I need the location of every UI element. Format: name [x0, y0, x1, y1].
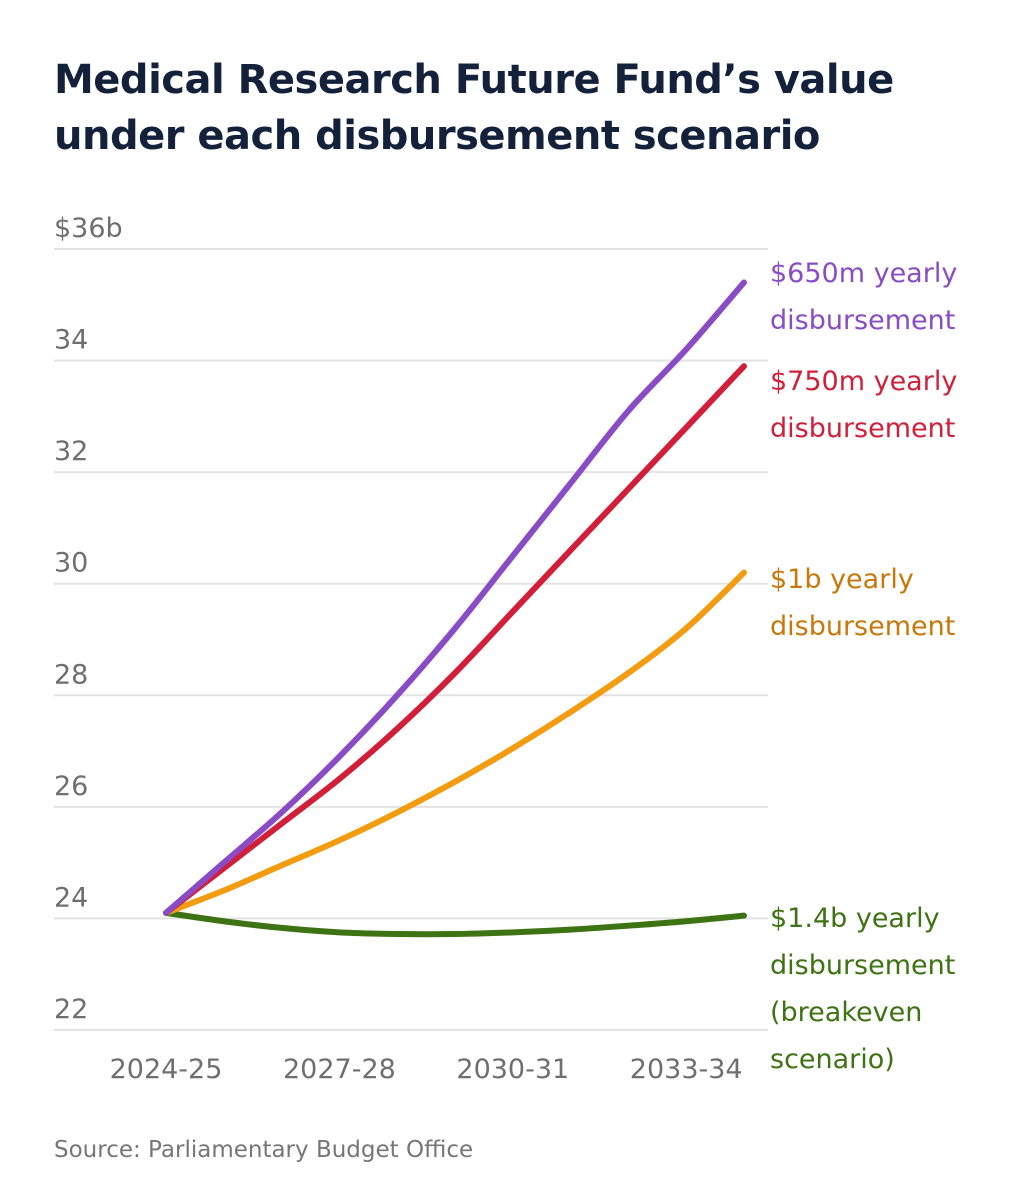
chart-title-line-2: under each disbursement scenario	[54, 113, 820, 159]
x-tick-label: 2033-34	[630, 1054, 743, 1085]
chart-title: Medical Research Future Fund’s value und…	[54, 52, 954, 164]
y-tick-label: 28	[54, 659, 88, 690]
y-tick-label: 22	[54, 994, 88, 1025]
x-tick-label: 2030-31	[456, 1054, 569, 1085]
x-tick-label: 2024-25	[110, 1054, 223, 1085]
series-labels: $650m yearly disbursement $750m yearly disb…	[770, 258, 957, 1075]
series-lines	[163, 279, 747, 938]
series-label-650m: $650m yearly disbursement	[770, 258, 957, 336]
gridlines	[54, 248, 768, 1031]
chart-title-line-1: Medical Research Future Fund’s value	[54, 57, 894, 103]
series-line-1b	[163, 569, 747, 916]
y-tick-label: 34	[54, 325, 88, 356]
series-label-1b: $1b yearly disbursement	[770, 564, 955, 642]
y-tick-label: 32	[54, 436, 88, 467]
series-line-750m	[163, 363, 747, 916]
series-line-650m	[163, 279, 747, 916]
series-label-1-4b: $1.4b yearly disbursement (breakeven scenar…	[770, 903, 955, 1075]
y-tick-label: $36b	[54, 213, 123, 244]
series-label-750m: $750m yearly disbursement	[770, 366, 957, 444]
x-axis-labels: 2024-25 2027-28 2030-31 2033-34	[110, 1054, 743, 1085]
source-note: Source: Parliamentary Budget Office	[54, 1137, 474, 1163]
series-line-1-4b	[163, 909, 747, 938]
y-tick-label: 24	[54, 882, 88, 913]
y-tick-label: 26	[54, 771, 88, 802]
x-tick-label: 2027-28	[283, 1054, 396, 1085]
y-tick-label: 30	[54, 548, 88, 579]
y-axis-labels: $36b 34 32 30 28 26 24 22	[54, 213, 123, 1025]
